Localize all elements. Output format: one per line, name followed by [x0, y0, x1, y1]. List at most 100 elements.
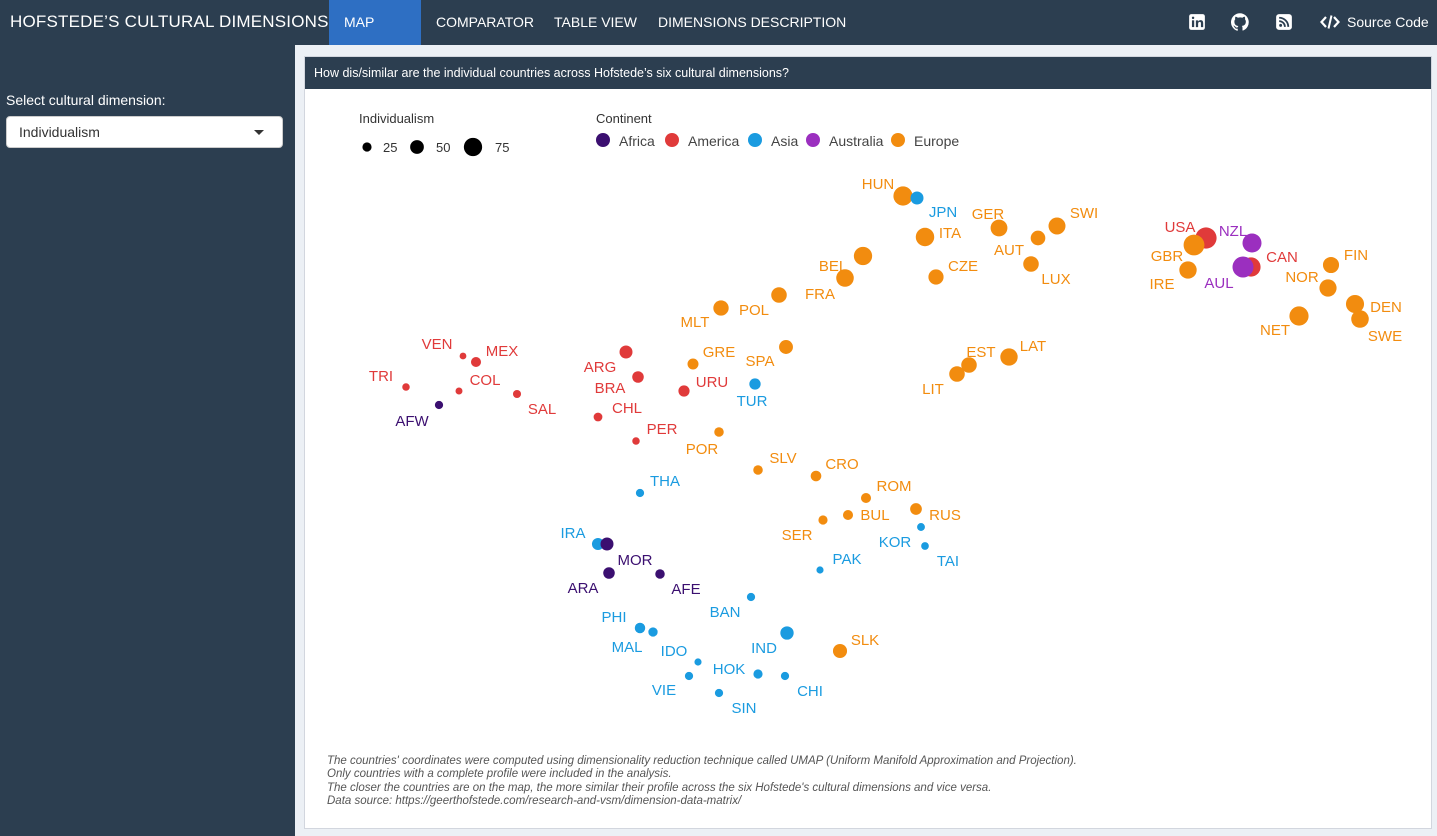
country-map-chart: Individualism 25 50 75 Continent Africa Americ…: [359, 111, 1402, 717]
country-point: [832, 643, 848, 659]
color-legend-label: Europe: [914, 133, 959, 149]
caption-line: Only countries with a complete profile w…: [327, 768, 672, 781]
country-label: CHL: [612, 400, 642, 417]
country-label: AFW: [395, 413, 429, 430]
color-legend-swatch: [748, 133, 762, 147]
size-legend-dot: [362, 142, 372, 152]
panel-title: How dis/similar are the individual count…: [305, 57, 1431, 89]
country-label: JPN: [929, 204, 957, 221]
country-point: [714, 688, 724, 698]
country-point: [1048, 217, 1066, 235]
country-label: KOR: [879, 534, 912, 551]
country-label: CAN: [1266, 249, 1298, 266]
country-point: [780, 626, 794, 640]
country-point: [910, 191, 924, 205]
country-label: BEL: [819, 258, 847, 275]
tab-table-view[interactable]: TABLE VIEW: [554, 14, 637, 30]
country-point: [591, 537, 605, 551]
country-label: ARA: [568, 580, 599, 597]
color-legend-title: Continent: [596, 111, 652, 126]
country-label: TUR: [737, 393, 768, 410]
tab-comparator[interactable]: COMPARATOR: [436, 14, 535, 30]
country-point: [593, 412, 603, 422]
country-point: [459, 352, 467, 360]
navbar: HOFSTEDE’S CULTURAL DIMENSIONS MAP VIEW …: [0, 0, 1437, 75]
country-label: POL: [739, 302, 769, 319]
country-label: CZE: [948, 258, 978, 275]
country-point: [1322, 256, 1340, 274]
country-point: [753, 669, 763, 679]
country-label: LUX: [1041, 271, 1070, 288]
country-point: [753, 465, 763, 475]
tab-dimensions-description[interactable]: DIMENSIONS DESCRIPTION: [658, 14, 847, 30]
country-point: [990, 219, 1008, 237]
country-label: GRE: [703, 344, 736, 361]
dimension-select-value: Individualism: [19, 124, 100, 140]
country-point: [915, 227, 935, 247]
country-label: IRE: [1149, 276, 1174, 293]
country-label: CHI: [797, 683, 823, 700]
color-legend-label: Asia: [771, 133, 798, 149]
source-code-link[interactable]: Source Code: [1347, 14, 1429, 30]
country-point: [779, 340, 793, 354]
size-legend-value: 50: [436, 140, 450, 155]
country-point: [634, 622, 646, 634]
caption-line: The closer the countries are on the map,…: [327, 781, 992, 794]
country-label: PER: [647, 421, 678, 438]
country-label: BAN: [710, 604, 741, 621]
sidebar: [0, 45, 295, 836]
chart-labels: HUN JPN GER SWI ITA AUT CZE LUX BEL FRA POL MLT USA N…: [369, 176, 1402, 717]
map-panel: How dis/similar are the individual count…: [304, 56, 1432, 829]
country-label: LIT: [922, 381, 944, 398]
country-label: NOR: [1285, 269, 1319, 286]
caption-line: Data source: https://geerthofstede.com/r…: [327, 794, 742, 807]
country-label: SLV: [769, 450, 796, 467]
country-label: SIN: [731, 700, 756, 717]
dimension-select[interactable]: Individualism: [6, 116, 283, 148]
country-point: [687, 358, 699, 370]
country-point: [632, 437, 640, 445]
country-label: RUS: [929, 507, 961, 524]
country-label: MOR: [618, 552, 653, 569]
tab-map-view[interactable]: MAP VIEW: [329, 0, 421, 75]
country-label: TRI: [369, 368, 393, 385]
linkedin-icon[interactable]: [1188, 13, 1206, 31]
country-label: THA: [650, 473, 680, 490]
country-point: [455, 387, 463, 395]
country-label: SER: [782, 527, 813, 544]
country-point: [635, 488, 645, 498]
country-point: [910, 503, 922, 515]
color-legend-swatch: [665, 133, 679, 147]
country-point: [961, 357, 977, 373]
country-point: [928, 269, 944, 285]
country-point: [648, 627, 658, 637]
country-label: HOK: [713, 661, 746, 678]
country-point: [1000, 348, 1018, 366]
country-label: BRA: [595, 380, 626, 397]
country-label: SAL: [528, 401, 556, 418]
caption-line: The countries' coordinates were computed…: [327, 755, 1077, 767]
color-legend-swatch: [891, 133, 905, 147]
country-label: AFE: [671, 581, 700, 598]
map-caption: The countries' coordinates were computed…: [327, 755, 1077, 808]
rss-icon[interactable]: [1275, 13, 1293, 31]
country-point: [678, 385, 690, 397]
country-label: PHI: [601, 609, 626, 626]
country-label: ARG: [584, 359, 617, 376]
country-point: [917, 523, 925, 531]
country-label: GBR: [1151, 248, 1184, 265]
country-point: [684, 671, 694, 681]
country-point: [1179, 261, 1197, 279]
github-icon[interactable]: [1231, 13, 1249, 31]
country-label: POR: [686, 441, 719, 458]
size-legend-dot: [410, 140, 424, 154]
country-label: GER: [972, 206, 1005, 223]
country-point: [1023, 256, 1039, 272]
size-legend-value: 75: [495, 140, 509, 155]
country-label: BUL: [860, 507, 889, 524]
country-point: [1030, 230, 1046, 246]
country-point: [470, 356, 482, 368]
color-legend-label: Africa: [619, 133, 655, 149]
code-icon[interactable]: [1320, 13, 1340, 31]
country-point: [694, 658, 702, 666]
